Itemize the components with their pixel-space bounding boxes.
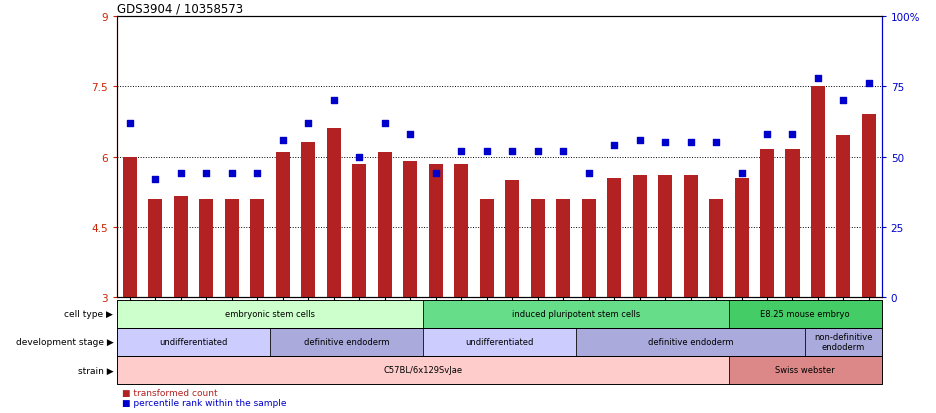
Bar [123,157,137,298]
Point [275,137,290,144]
Point [454,148,469,155]
Text: GDS3904 / 10358573: GDS3904 / 10358573 [117,2,243,15]
Bar [607,178,622,298]
Point [173,171,188,177]
Bar [454,164,468,298]
Text: ■ percentile rank within the sample: ■ percentile rank within the sample [122,398,286,407]
Bar [505,180,519,298]
Point [683,140,698,146]
Bar [531,199,545,298]
Text: development stage ▶: development stage ▶ [16,337,113,347]
Bar [148,199,162,298]
Point [505,148,519,155]
Bar [658,176,672,298]
Point [556,148,571,155]
Bar [199,199,213,298]
Point [479,148,494,155]
Bar [709,199,723,298]
Point [734,171,749,177]
Point [326,97,341,104]
Point [861,81,876,87]
Text: definitive endoderm: definitive endoderm [303,337,389,347]
Point [785,131,800,138]
Point [123,120,138,127]
Bar [174,197,188,298]
Bar [301,143,315,298]
Bar [352,164,366,298]
Point [581,171,596,177]
Bar [735,178,749,298]
Point [300,120,315,127]
Point [811,75,826,82]
Point [428,171,443,177]
Point [377,120,392,127]
Point [148,176,163,183]
Bar [633,176,647,298]
Bar [581,199,595,298]
Bar [327,129,341,298]
Bar [377,152,391,298]
Bar [479,199,493,298]
Bar [429,164,443,298]
Point [759,131,774,138]
Bar [760,150,774,298]
Bar [837,136,851,298]
Point [250,171,265,177]
Bar [556,199,570,298]
Bar [862,115,876,298]
Point [352,154,367,161]
Point [607,142,622,149]
Point [836,97,851,104]
Text: non-definitive
endoderm: non-definitive endoderm [814,332,872,351]
Text: definitive endoderm: definitive endoderm [648,337,733,347]
Text: undifferentiated: undifferentiated [465,337,534,347]
Point [402,131,417,138]
Text: ■ transformed count: ■ transformed count [122,388,217,397]
Point [530,148,545,155]
Point [632,137,647,144]
Text: strain ▶: strain ▶ [78,366,113,375]
Bar [785,150,799,298]
Point [709,140,724,146]
Text: embryonic stem cells: embryonic stem cells [225,309,314,318]
Point [225,171,240,177]
Text: cell type ▶: cell type ▶ [65,309,113,318]
Text: E8.25 mouse embryo: E8.25 mouse embryo [760,309,850,318]
Bar [250,199,264,298]
Bar [276,152,290,298]
Point [658,140,673,146]
Text: Swiss webster: Swiss webster [775,366,835,375]
Bar [811,87,825,298]
Text: induced pluripotent stem cells: induced pluripotent stem cells [512,309,640,318]
Text: C57BL/6x129SvJae: C57BL/6x129SvJae [384,366,462,375]
Point [198,171,213,177]
Bar [683,176,697,298]
Bar [225,199,239,298]
Bar [403,162,417,298]
Text: undifferentiated: undifferentiated [159,337,227,347]
